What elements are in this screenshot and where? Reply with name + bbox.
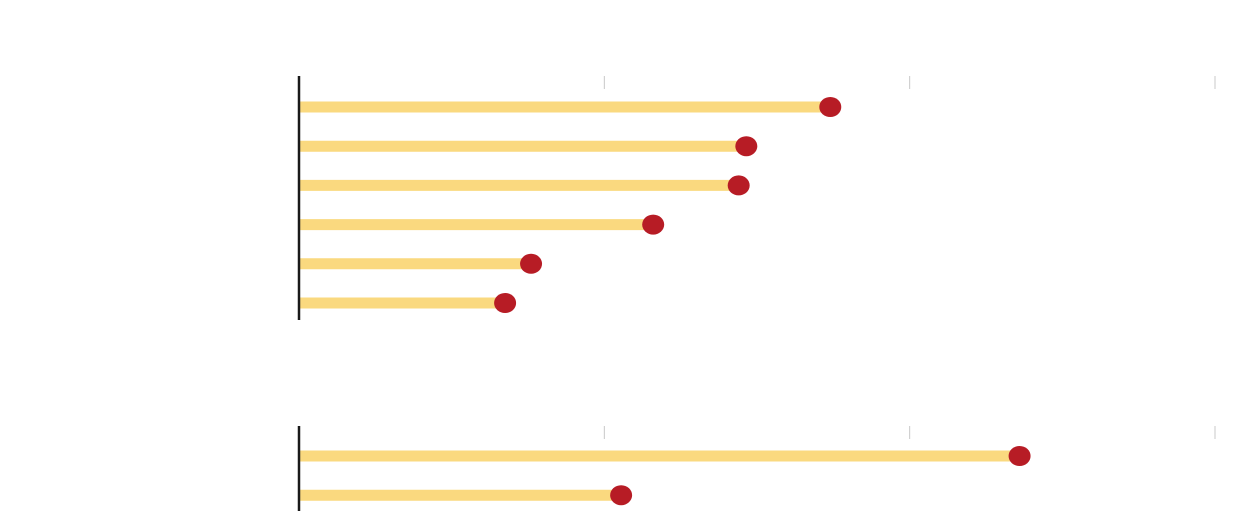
lollipop-dot [610,485,633,506]
lollipop-dot [494,293,517,313]
lollipop-dot [1008,446,1031,466]
lollipop-dot [819,97,842,117]
lollipop-dot [642,214,665,235]
lollipop-dot [735,136,758,157]
lollipop-dot [727,175,750,196]
lollipop-dot [520,253,543,274]
